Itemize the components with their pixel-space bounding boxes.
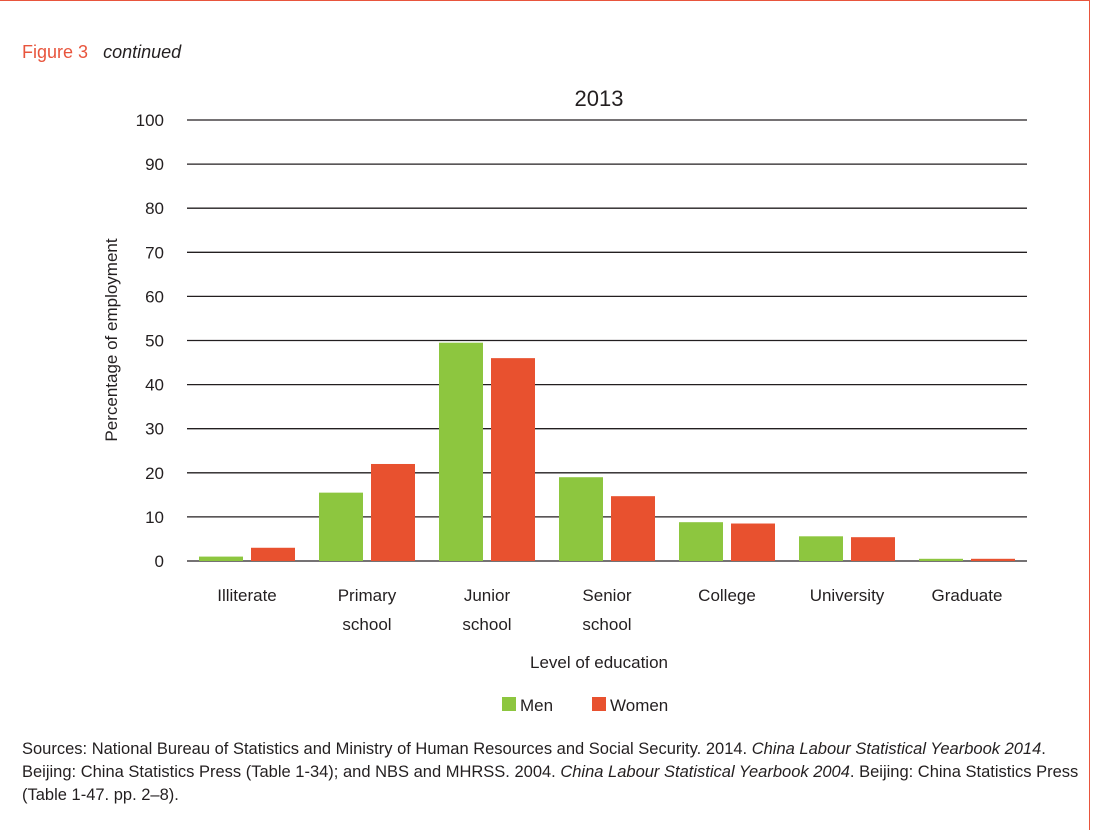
y-tick-label-100: 100 [136, 111, 164, 130]
legend-label-men: Men [520, 696, 553, 715]
bar-men-0 [199, 556, 243, 561]
bar-women-0 [251, 547, 295, 561]
chart-title: 2013 [575, 86, 624, 111]
y-tick-label-30: 30 [145, 420, 164, 439]
legend-label-women: Women [610, 696, 668, 715]
x-tick-labels: Illiterate Primary school Junior school Senio… [217, 586, 1002, 634]
bar-men-1 [319, 492, 363, 561]
y-tick-label-60: 60 [145, 287, 164, 306]
x-tick-label-1-0: Primary [338, 586, 397, 605]
gridlines [187, 119, 1027, 562]
figure-number: Figure 3 [22, 42, 89, 62]
legend-swatch-women [592, 697, 606, 711]
bar-men-2 [439, 342, 483, 561]
sources-prefix: Sources: National Bureau of Statistics a… [22, 740, 752, 758]
bars [199, 342, 1015, 561]
legend-swatch-men [502, 697, 516, 711]
x-tick-label-4-0: College [698, 586, 756, 605]
y-tick-label-50: 50 [145, 332, 164, 351]
y-tick-labels: 0 10 20 30 40 50 60 70 80 90 100 [136, 111, 164, 571]
x-tick-label-0-0: Illiterate [217, 586, 277, 605]
x-tick-label-2-1: school [462, 615, 511, 634]
y-axis-label: Percentage of employment [102, 238, 121, 441]
y-tick-label-0: 0 [155, 552, 164, 571]
sources-title-2004: China Labour Statistical Yearbook 2004 [560, 763, 850, 781]
x-tick-label-3-1: school [582, 615, 631, 634]
x-tick-label-3-0: Senior [582, 586, 631, 605]
legend: Men Women [502, 696, 668, 715]
bar-women-2 [491, 358, 535, 561]
bar-men-4 [679, 522, 723, 561]
bar-men-3 [559, 477, 603, 561]
x-axis-label: Level of education [530, 653, 668, 672]
y-tick-label-80: 80 [145, 199, 164, 218]
bar-men-5 [799, 536, 843, 561]
y-tick-label-40: 40 [145, 376, 164, 395]
sources-suffix: . Beijing: China Statistics Press (Table… [22, 763, 1079, 804]
x-tick-label-2-0: Junior [464, 586, 511, 605]
bar-men-6 [919, 558, 963, 561]
sources-title-2014: China Labour Statistical Yearbook 2014 [751, 740, 1042, 758]
y-tick-label-20: 20 [145, 464, 164, 483]
figure-continued-note: continued [103, 42, 182, 62]
figure-label: Figure 3 continued [22, 42, 181, 63]
x-tick-label-1-1: school [342, 615, 391, 634]
bar-women-3 [611, 496, 655, 561]
y-tick-label-70: 70 [145, 243, 164, 262]
y-tick-label-10: 10 [145, 508, 164, 527]
sources-note: Sources: National Bureau of Statistics a… [22, 738, 1082, 807]
y-tick-label-90: 90 [145, 155, 164, 174]
bar-chart: 0 10 20 30 40 50 60 70 80 90 100 Illiterate Primary… [102, 86, 1027, 715]
x-tick-label-6-0: Graduate [932, 586, 1003, 605]
bar-women-6 [971, 558, 1015, 561]
x-tick-label-5-0: University [810, 586, 885, 605]
sources-middle: . Beijing: China Statistics Press (Table… [22, 740, 1046, 781]
bar-women-1 [371, 463, 415, 561]
bar-women-5 [851, 537, 895, 561]
bar-women-4 [731, 523, 775, 561]
